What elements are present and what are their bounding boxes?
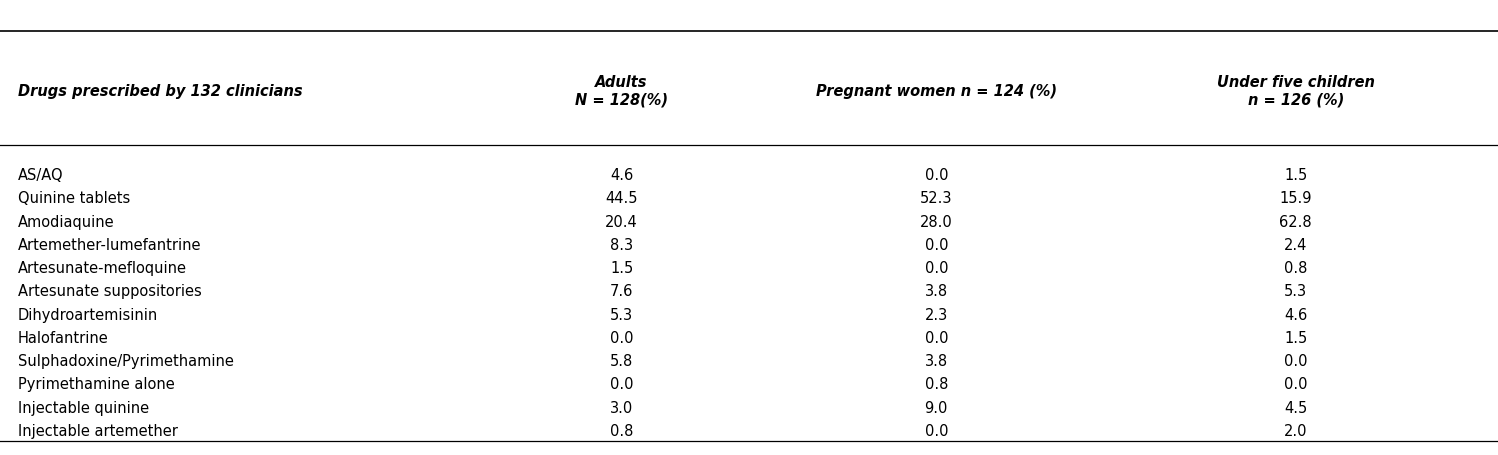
Text: 1.5: 1.5 (1284, 330, 1308, 345)
Text: Drugs prescribed by 132 clinicians: Drugs prescribed by 132 clinicians (18, 84, 303, 98)
Text: 5.8: 5.8 (610, 354, 634, 368)
Text: 0.8: 0.8 (610, 423, 634, 438)
Text: 1.5: 1.5 (1284, 168, 1308, 182)
Text: Artesunate suppositories: Artesunate suppositories (18, 284, 202, 298)
Text: 2.4: 2.4 (1284, 238, 1308, 252)
Text: 8.3: 8.3 (610, 238, 634, 252)
Text: 2.3: 2.3 (924, 307, 948, 322)
Text: 0.0: 0.0 (924, 423, 948, 438)
Text: Quinine tablets: Quinine tablets (18, 191, 130, 206)
Text: 62.8: 62.8 (1279, 214, 1312, 229)
Text: Sulphadoxine/Pyrimethamine: Sulphadoxine/Pyrimethamine (18, 354, 234, 368)
Text: Pregnant women n = 124 (%): Pregnant women n = 124 (%) (816, 84, 1056, 98)
Text: 28.0: 28.0 (920, 214, 953, 229)
Text: 4.6: 4.6 (610, 168, 634, 182)
Text: 0.0: 0.0 (924, 238, 948, 252)
Text: 0.0: 0.0 (1284, 377, 1308, 391)
Text: 3.8: 3.8 (924, 354, 948, 368)
Text: 0.0: 0.0 (924, 261, 948, 275)
Text: Dihydroartemisinin: Dihydroartemisinin (18, 307, 159, 322)
Text: 3.8: 3.8 (924, 284, 948, 298)
Text: 0.0: 0.0 (610, 377, 634, 391)
Text: Pyrimethamine alone: Pyrimethamine alone (18, 377, 175, 391)
Text: Injectable quinine: Injectable quinine (18, 400, 150, 415)
Text: Artesunate-mefloquine: Artesunate-mefloquine (18, 261, 187, 275)
Text: 4.6: 4.6 (1284, 307, 1308, 322)
Text: Adults
N = 128(%): Adults N = 128(%) (575, 75, 668, 107)
Text: AS/AQ: AS/AQ (18, 168, 63, 182)
Text: 2.0: 2.0 (1284, 423, 1308, 438)
Text: 44.5: 44.5 (605, 191, 638, 206)
Text: 0.8: 0.8 (924, 377, 948, 391)
Text: 15.9: 15.9 (1279, 191, 1312, 206)
Text: 0.8: 0.8 (1284, 261, 1308, 275)
Text: 3.0: 3.0 (610, 400, 634, 415)
Text: Halofantrine: Halofantrine (18, 330, 109, 345)
Text: Artemether-lumefantrine: Artemether-lumefantrine (18, 238, 201, 252)
Text: 7.6: 7.6 (610, 284, 634, 298)
Text: 52.3: 52.3 (920, 191, 953, 206)
Text: Injectable artemether: Injectable artemether (18, 423, 178, 438)
Text: 20.4: 20.4 (605, 214, 638, 229)
Text: Amodiaquine: Amodiaquine (18, 214, 115, 229)
Text: 0.0: 0.0 (924, 330, 948, 345)
Text: 4.5: 4.5 (1284, 400, 1308, 415)
Text: 0.0: 0.0 (924, 168, 948, 182)
Text: 9.0: 9.0 (924, 400, 948, 415)
Text: 5.3: 5.3 (610, 307, 634, 322)
Text: 0.0: 0.0 (1284, 354, 1308, 368)
Text: 5.3: 5.3 (1284, 284, 1308, 298)
Text: 1.5: 1.5 (610, 261, 634, 275)
Text: Under five children
n = 126 (%): Under five children n = 126 (%) (1216, 75, 1375, 107)
Text: 0.0: 0.0 (610, 330, 634, 345)
